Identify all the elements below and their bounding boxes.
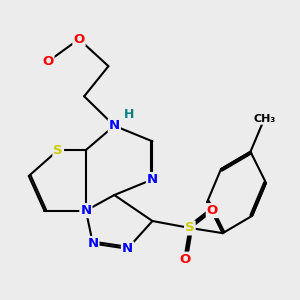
Text: H: H — [124, 108, 134, 121]
Text: S: S — [53, 143, 63, 157]
Text: S: S — [185, 221, 195, 234]
Text: CH₃: CH₃ — [253, 114, 275, 124]
Text: N: N — [80, 204, 92, 217]
Text: O: O — [207, 204, 218, 217]
Text: O: O — [179, 253, 190, 266]
Text: N: N — [87, 237, 98, 250]
Text: N: N — [109, 119, 120, 132]
Text: N: N — [122, 242, 133, 255]
Text: O: O — [42, 55, 53, 68]
Text: N: N — [147, 173, 158, 186]
Text: O: O — [74, 33, 85, 46]
